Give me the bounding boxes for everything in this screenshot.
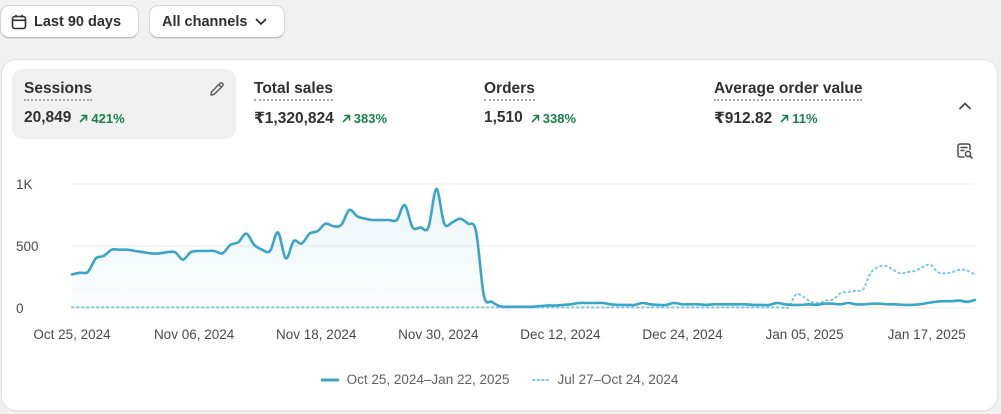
date-range-label: Last 90 days: [34, 13, 122, 30]
x-tick-label: Dec 24, 2024: [642, 327, 723, 342]
metric-label: Orders: [484, 80, 535, 101]
chart-legend: Oct 25, 2024–Jan 22, 2025 Jul 27–Oct 24,…: [2, 372, 997, 387]
metric-value: ₹912.82: [714, 110, 773, 127]
toolbar: Last 90 days All channels: [0, 5, 285, 38]
arrow-up-right-icon: [342, 114, 351, 123]
y-tick-label: 0: [16, 301, 24, 316]
metric-change: 383%: [342, 111, 387, 126]
arrow-up-right-icon: [780, 114, 789, 123]
metric-change-value: 421%: [91, 110, 125, 126]
x-tick-label: Nov 18, 2024: [276, 327, 357, 342]
series-current-area: [72, 188, 975, 308]
metric-change: 421%: [79, 110, 125, 126]
legend-dotted-swatch: [531, 378, 550, 381]
legend-label: Jul 27–Oct 24, 2024: [557, 372, 679, 387]
metric-change-value: 383%: [353, 111, 387, 126]
metric-label: Average order value: [714, 80, 863, 101]
metric-average-order-value[interactable]: Average order value ₹912.82 11%: [702, 69, 932, 139]
sessions-card: Sessions 20,849 421% Total sales ₹1,320,…: [2, 60, 997, 410]
edit-icon[interactable]: [208, 80, 226, 103]
metric-change-value: 11%: [792, 111, 818, 126]
metric-value: 1,510: [484, 109, 523, 126]
x-tick-label: Nov 06, 2024: [154, 327, 235, 342]
x-tick-label: Jan 17, 2025: [888, 327, 966, 342]
metric-total-sales[interactable]: Total sales ₹1,320,824 383%: [242, 69, 462, 139]
sessions-line-chart: 0 500 1K Oct 25, 2024 Nov 06, 2024 Nov 18, 2…: [16, 177, 977, 342]
arrow-up-right-icon: [531, 114, 540, 122]
legend-item-current[interactable]: Oct 25, 2024–Jan 22, 2025: [320, 372, 510, 387]
legend-item-previous[interactable]: Jul 27–Oct 24, 2024: [531, 372, 679, 387]
arrow-up-right-icon: [80, 114, 88, 122]
chevron-up-icon[interactable]: [954, 95, 976, 122]
metric-value: 20,849: [24, 109, 72, 126]
legend-solid-swatch: [320, 378, 339, 381]
x-tick-label: Oct 25, 2024: [33, 327, 111, 342]
channels-label: All channels: [162, 13, 248, 30]
channels-dropdown[interactable]: All channels: [149, 5, 285, 38]
metric-value: ₹1,320,824: [254, 110, 334, 127]
x-tick-label: Dec 12, 2024: [520, 327, 601, 342]
calendar-icon: [11, 14, 27, 30]
metric-label: Total sales: [254, 80, 333, 101]
legend-label: Oct 25, 2024–Jan 22, 2025: [346, 372, 510, 387]
x-tick-label: Jan 05, 2025: [766, 327, 844, 342]
y-tick-label: 500: [16, 239, 39, 254]
x-tick-label: Nov 30, 2024: [398, 327, 479, 342]
metric-sessions[interactable]: Sessions 20,849 421%: [12, 69, 236, 139]
y-tick-label: 1K: [16, 177, 33, 192]
date-range-button[interactable]: Last 90 days: [0, 5, 139, 38]
metric-change: 11%: [780, 111, 818, 126]
explore-report-icon[interactable]: [956, 142, 974, 165]
metric-change-value: 338%: [542, 110, 577, 126]
metric-orders[interactable]: Orders 1,510 338%: [472, 69, 692, 139]
chevron-down-icon: [255, 18, 267, 26]
metric-change: 338%: [531, 111, 576, 126]
metric-label: Sessions: [24, 80, 93, 101]
series-current-line: [70, 187, 977, 309]
